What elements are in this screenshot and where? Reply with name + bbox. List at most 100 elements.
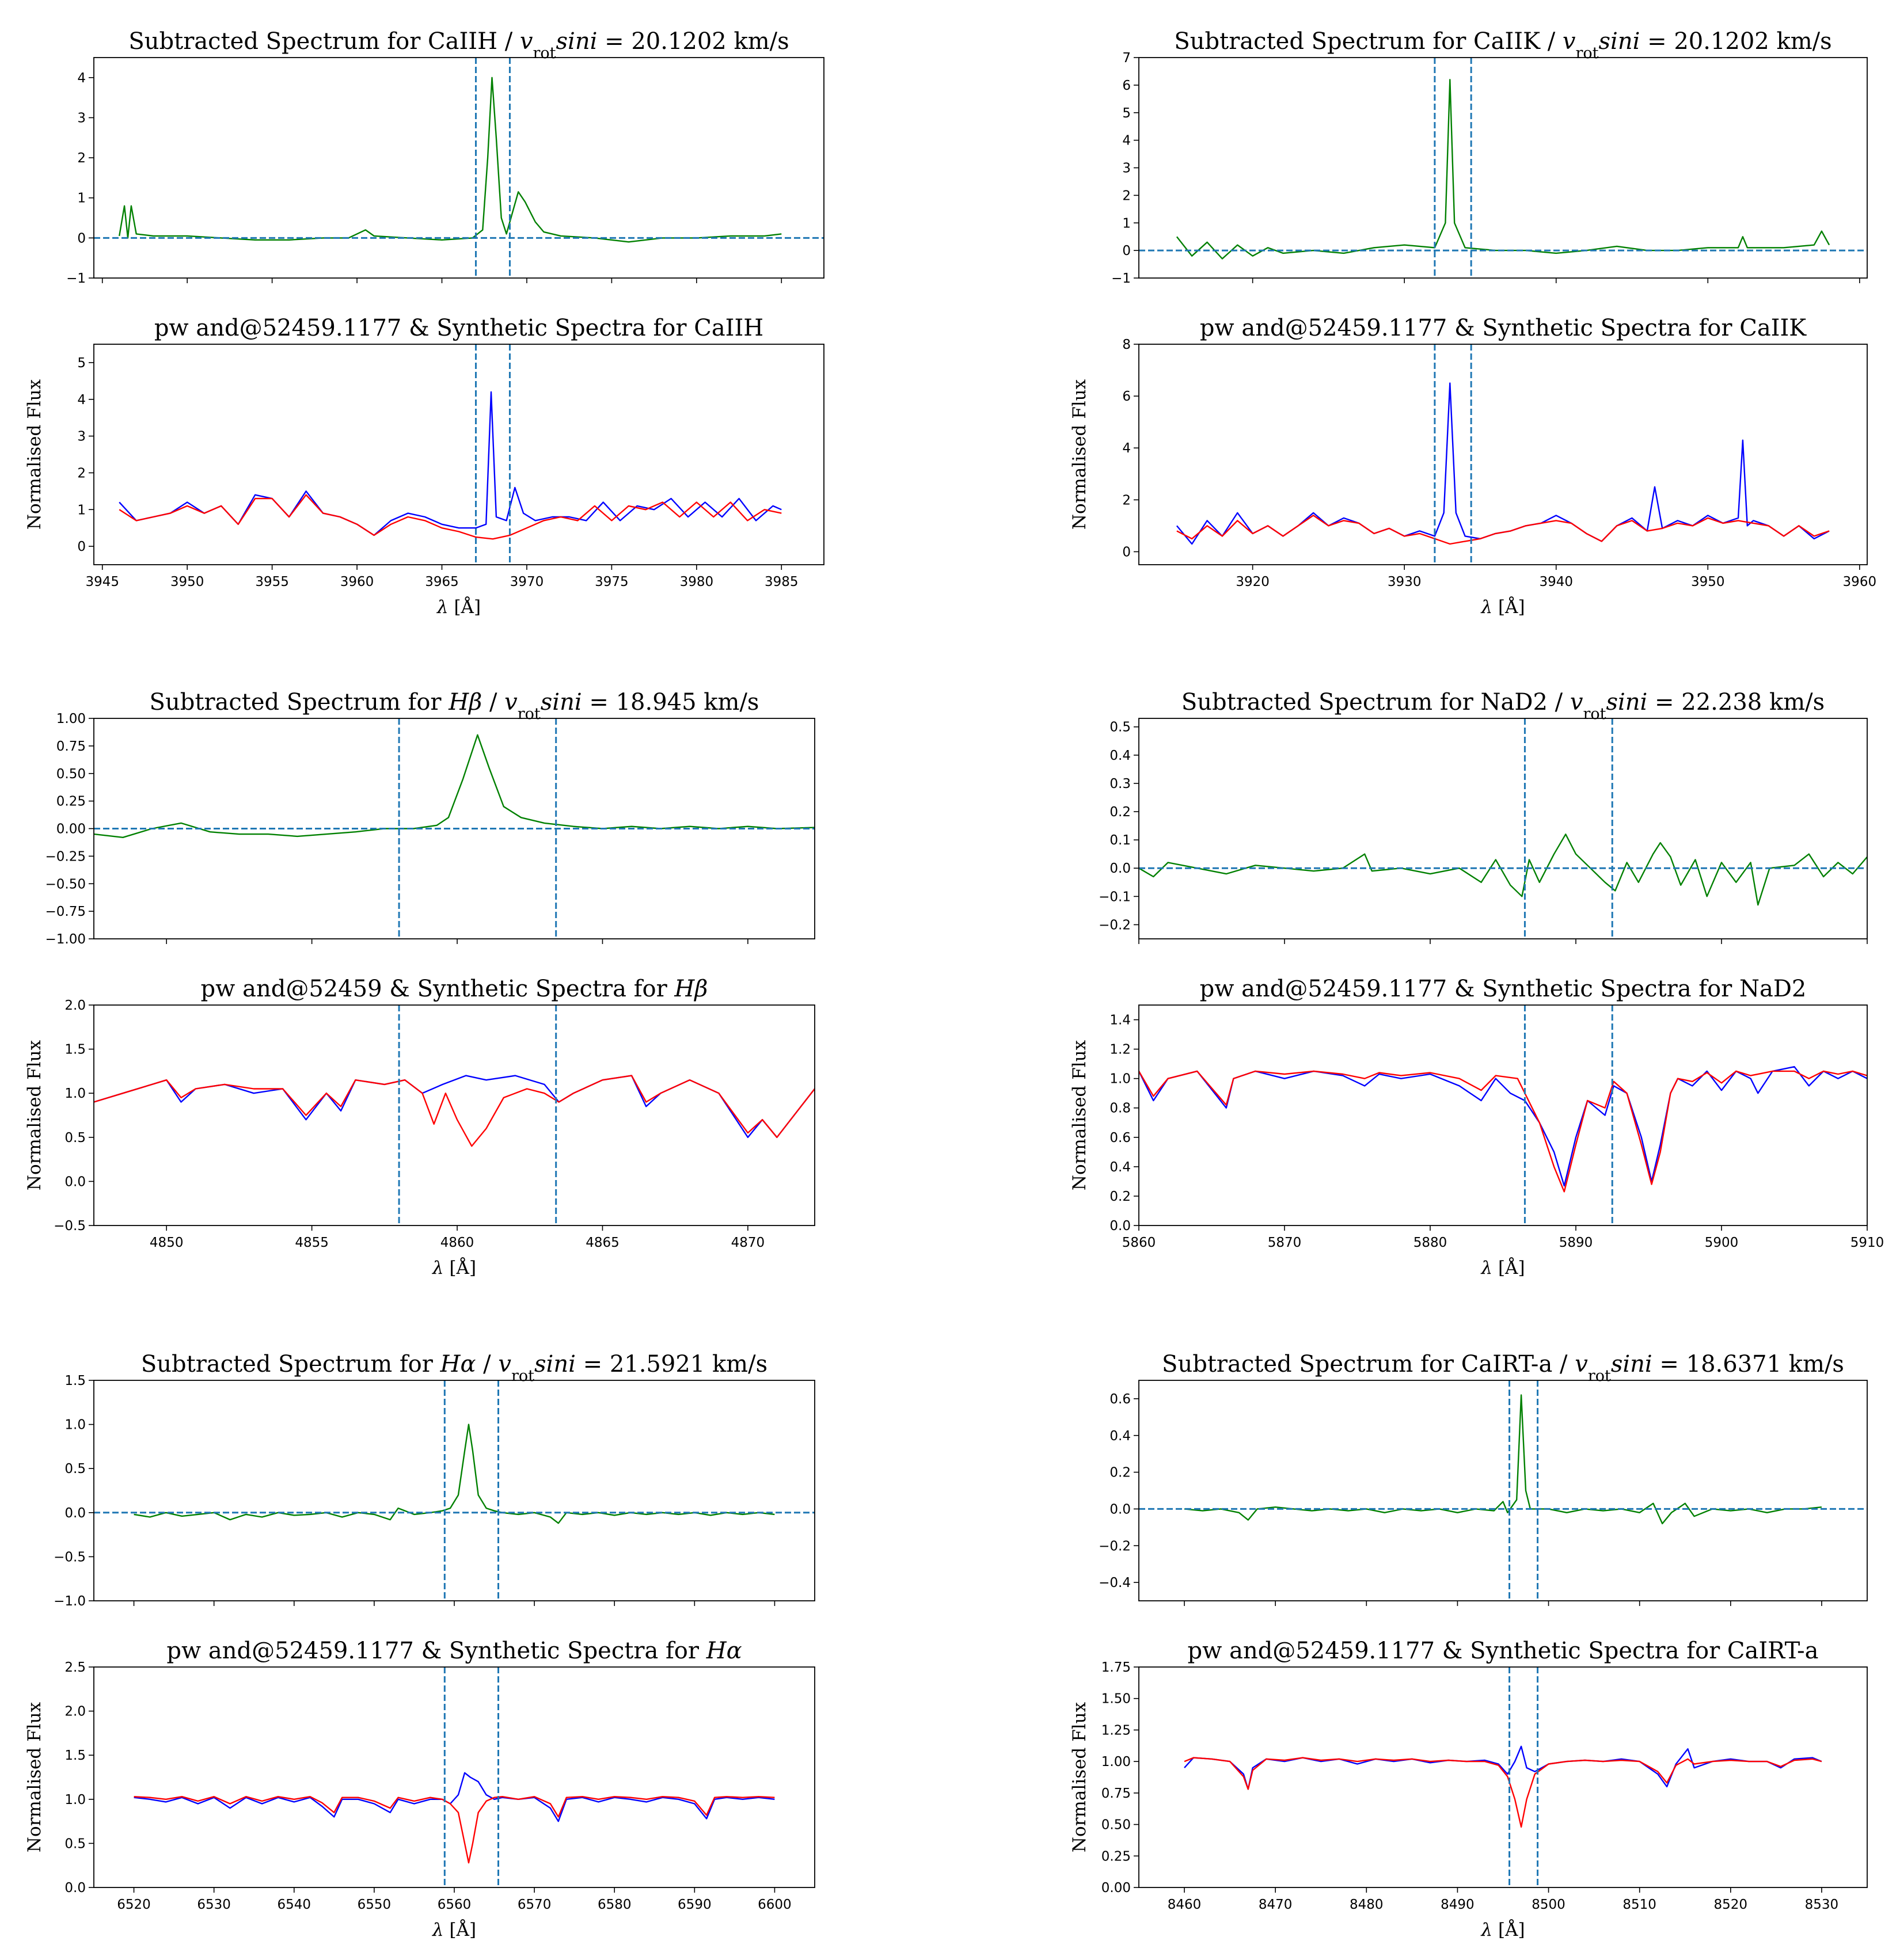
- y-tick-label: 3: [77, 429, 86, 444]
- halpha-syn-title: pw and@52459.1177 & Synthetic Spectra fo…: [166, 1638, 742, 1664]
- nad2-syn-panel: 5860 5870 5880 5890 5900 5910 0.0 0.2 0.4 0.6 0.8 1…: [1069, 976, 1884, 1278]
- y-tick-label: 5: [77, 356, 86, 371]
- y-tick-label: 0.50: [1101, 1818, 1131, 1833]
- cairt-syn-series-2-line: [1184, 1757, 1822, 1828]
- halpha-syn-plot-area: [134, 1667, 775, 1887]
- cairt-syn-title: pw and@52459.1177 & Synthetic Spectra fo…: [1188, 1638, 1819, 1664]
- nad2-syn-axes-frame: [1138, 1004, 1868, 1226]
- caiih-syn-series-2-line: [119, 494, 782, 540]
- x-tick-label: 6540: [278, 1897, 311, 1912]
- x-tick-label: 4850: [150, 1235, 184, 1250]
- cairt-sub-series-1-line: [1184, 1394, 1822, 1525]
- y-tick-label: −0.50: [45, 877, 86, 892]
- y-tick-label: −1: [66, 271, 86, 286]
- caiik-sub-plot-area: [1139, 58, 1867, 278]
- y-tick-label: 0.0: [1109, 1502, 1131, 1517]
- caiih-sub-plot-area: [94, 58, 824, 278]
- y-tick-label: 0.00: [56, 822, 86, 837]
- x-tick-label: 5880: [1413, 1235, 1447, 1250]
- y-tick-label: 0.4: [1109, 1160, 1131, 1175]
- y-tick-label: 2: [77, 466, 86, 481]
- nad2-sub-title: Subtracted Spectrum for NaD2 / vrotsini …: [1181, 689, 1825, 723]
- y-tick-label: −0.2: [1099, 1539, 1131, 1554]
- y-tick-label: 1.5: [64, 1748, 86, 1763]
- y-tick-label: 0: [1122, 545, 1131, 560]
- halpha-sub-axes-frame: [93, 1380, 815, 1601]
- x-tick-label: 6600: [758, 1897, 792, 1912]
- y-tick-label: −0.5: [54, 1550, 86, 1565]
- caiih-sub-series-1-line: [119, 77, 782, 243]
- cairt-syn-x-axis-label: λ [Å]: [1480, 1919, 1525, 1940]
- y-tick-label: 1.2: [1109, 1042, 1131, 1057]
- y-tick-label: 1.0: [1109, 1072, 1131, 1087]
- x-tick-label: 3940: [1539, 574, 1573, 589]
- x-tick-label: 6560: [438, 1897, 472, 1912]
- caiih-syn-axes-frame: [93, 344, 824, 565]
- y-tick-label: 0.50: [56, 767, 86, 782]
- caiik-syn-panel: 3920 3930 3940 3950 3960 0 2 4 6 8 pw and@52459.11…: [1069, 315, 1876, 618]
- y-tick-label: 6: [1122, 78, 1131, 93]
- x-tick-label: 3965: [425, 574, 459, 589]
- halpha-sub-plot-area: [94, 1380, 815, 1601]
- y-tick-label: 0.0: [1109, 861, 1131, 876]
- hbeta-syn-series-2-line: [94, 1075, 815, 1147]
- y-tick-label: 1.50: [1101, 1692, 1131, 1707]
- y-tick-label: 1.0: [64, 1792, 86, 1807]
- y-tick-label: 2.0: [64, 1704, 86, 1719]
- y-tick-label: 0.75: [1101, 1786, 1131, 1801]
- hbeta-syn-plot-area: [94, 1005, 815, 1226]
- hbeta-sub-series-1-line: [94, 734, 815, 838]
- cairt-sub-title: Subtracted Spectrum for CaIRT-a / vrotsi…: [1162, 1351, 1844, 1385]
- nad2-sub-plot-area: [1139, 718, 1867, 939]
- caiik-syn-x-axis-label: λ [Å]: [1480, 596, 1525, 618]
- x-tick-label: 4865: [586, 1235, 620, 1250]
- caiik-sub-series-1-line: [1176, 79, 1830, 260]
- x-tick-label: 5860: [1122, 1235, 1156, 1250]
- y-tick-label: 1.0: [64, 1418, 86, 1433]
- y-tick-label: 0: [77, 539, 86, 554]
- x-tick-label: 8500: [1532, 1897, 1565, 1912]
- x-tick-label: 8460: [1168, 1897, 1202, 1912]
- caiik-syn-axes-frame: [1138, 344, 1868, 565]
- x-tick-label: 3960: [340, 574, 374, 589]
- caiih-sub-panel: −1 0 1 2 3 4 Subtracted Spectrum for CaIIH / v…: [66, 28, 824, 286]
- halpha-sub-title: Subtracted Spectrum for Hα / vrotsini = …: [141, 1351, 767, 1385]
- y-tick-label: 0.2: [1109, 805, 1131, 820]
- y-tick-label: 2: [77, 151, 86, 166]
- y-tick-label: 0.3: [1109, 777, 1131, 791]
- y-tick-label: 0.2: [1109, 1466, 1131, 1481]
- y-tick-label: 4: [1122, 441, 1131, 456]
- hbeta-sub-panel: −1.00 −0.75 −0.50 −0.25 0.00 0.25 0.50 0.75 1.00…: [45, 689, 815, 947]
- nad2-sub-series-1-line: [1139, 834, 1867, 906]
- x-tick-label: 4870: [731, 1235, 765, 1250]
- y-tick-label: 0: [1122, 243, 1131, 258]
- cairt-sub-plot-area: [1139, 1380, 1867, 1601]
- x-tick-label: 5870: [1268, 1235, 1302, 1250]
- y-tick-label: 4: [77, 71, 86, 86]
- halpha-syn-x-axis-label: λ [Å]: [431, 1919, 476, 1940]
- caiih-syn-title: pw and@52459.1177 & Synthetic Spectra fo…: [154, 315, 763, 341]
- x-tick-label: 3970: [510, 574, 544, 589]
- y-tick-label: 1: [1122, 216, 1131, 231]
- x-tick-label: 3975: [595, 574, 629, 589]
- y-tick-label: −0.5: [54, 1219, 86, 1234]
- nad2-sub-axes-frame: [1138, 718, 1868, 939]
- caiik-syn-y-axis-label: Normalised Flux: [1069, 379, 1090, 530]
- cairt-sub-axes-frame: [1138, 1380, 1868, 1601]
- nad2-syn-series-2-line: [1139, 1070, 1867, 1193]
- y-tick-label: 4: [1122, 134, 1131, 149]
- y-tick-label: 0.1: [1109, 833, 1131, 848]
- y-tick-label: 0.0: [1109, 1219, 1131, 1234]
- y-tick-label: 1.00: [1101, 1755, 1131, 1769]
- hbeta-sub-plot-area: [94, 718, 815, 939]
- hbeta-sub-axes-frame: [93, 718, 815, 939]
- x-tick-label: 5890: [1559, 1235, 1593, 1250]
- y-tick-label: 0.6: [1109, 1131, 1131, 1145]
- y-tick-label: 3: [77, 111, 86, 125]
- y-tick-label: 1.5: [64, 1373, 86, 1388]
- x-tick-label: 4860: [440, 1235, 474, 1250]
- cairt-sub-panel: −0.4 −0.2 0.0 0.2 0.4 0.6 Subtracted Spectrum …: [1099, 1351, 1868, 1606]
- y-tick-label: 1.25: [1101, 1723, 1131, 1738]
- y-tick-label: 2: [1122, 188, 1131, 203]
- x-tick-label: 8520: [1714, 1897, 1748, 1912]
